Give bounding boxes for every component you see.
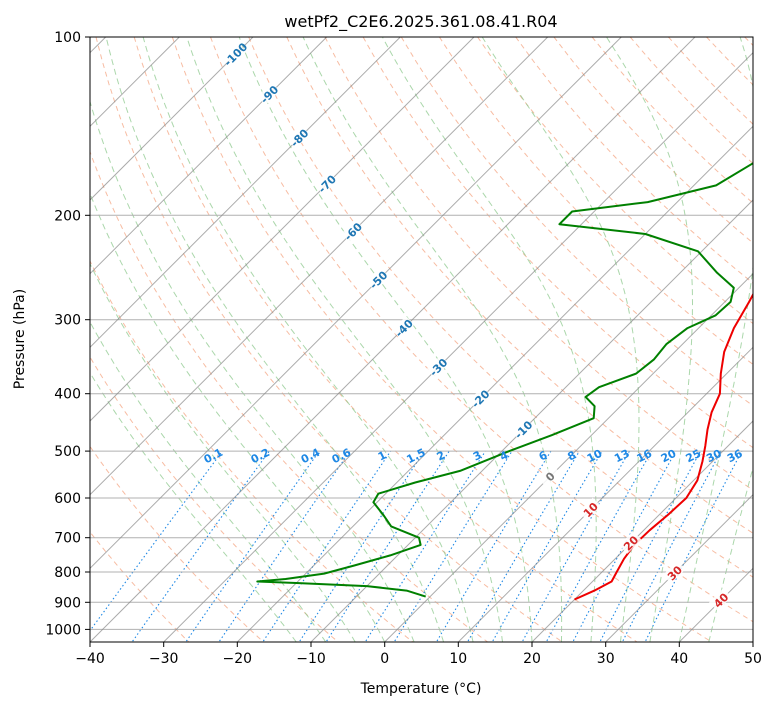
isotherm-line bbox=[163, 51, 753, 642]
x-tick-label: 10 bbox=[449, 651, 467, 667]
isotherm-line bbox=[90, 37, 475, 422]
mixing-ratio-line bbox=[621, 450, 722, 642]
plot-frame bbox=[89, 36, 754, 643]
moist-adiabat bbox=[238, 37, 533, 642]
mixing-ratio-line bbox=[262, 450, 392, 642]
x-axis-label: Temperature (°C) bbox=[360, 681, 482, 697]
isotherm-line bbox=[384, 272, 753, 642]
isotherm-label-bg bbox=[618, 531, 642, 554]
isotherm-label-bg bbox=[538, 464, 561, 488]
mixing-ratio-lines bbox=[90, 450, 743, 642]
dry-adiabat bbox=[286, 37, 753, 534]
y-tick-label: 400 bbox=[54, 387, 81, 403]
isotherm-line bbox=[90, 37, 549, 496]
mixing-ratio-label: 30 bbox=[704, 447, 724, 466]
x-tick-label: 50 bbox=[744, 651, 762, 667]
moist-adiabat bbox=[142, 37, 474, 642]
isotherm-line bbox=[90, 37, 328, 275]
y-tick-label: 700 bbox=[54, 531, 81, 547]
y-tick-label: 1000 bbox=[45, 622, 81, 638]
mixing-ratio-label: 13 bbox=[612, 447, 632, 466]
isotherm-label-bg bbox=[287, 125, 311, 149]
dry-adiabat bbox=[438, 37, 753, 366]
mixing-ratio-label: 10 bbox=[585, 447, 605, 466]
isotherms bbox=[90, 37, 753, 642]
y-axis-label: Pressure (hPa) bbox=[12, 289, 28, 389]
isotherm-label-bg bbox=[708, 588, 732, 611]
x-tick-label: −30 bbox=[149, 651, 179, 667]
x-tick-label: −40 bbox=[75, 651, 105, 667]
y-tick-label: 300 bbox=[54, 313, 81, 329]
isotherm-line bbox=[90, 37, 254, 201]
mixing-ratio-line bbox=[599, 450, 701, 642]
isotherm-line bbox=[310, 199, 753, 642]
isotherm-label-bg bbox=[662, 560, 686, 584]
isotherm-line bbox=[90, 37, 622, 570]
isotherm-label-bg bbox=[578, 497, 602, 521]
y-tick-label: 200 bbox=[54, 208, 81, 224]
x-tick-label: 0 bbox=[380, 651, 389, 667]
isotherm-label-bg bbox=[223, 42, 247, 66]
plot-area: 0.1 0.2 0.4 0.6 1 1.5 2 3 4 6 8 10 13 16 20 25 30 36 -100… bbox=[90, 37, 753, 642]
moist-adiabat bbox=[90, 371, 297, 642]
moist-adiabat bbox=[381, 37, 597, 642]
mixing-ratio-line bbox=[325, 450, 450, 642]
mixing-ratio-line bbox=[466, 450, 580, 642]
mixing-ratio-line bbox=[131, 450, 270, 642]
isotherm-line bbox=[605, 493, 753, 642]
x-tick-label: −10 bbox=[296, 651, 326, 667]
x-tick-label: −20 bbox=[223, 651, 253, 667]
isotherm-label-bg bbox=[426, 355, 450, 378]
isotherm-line bbox=[236, 125, 753, 642]
isotherm-line bbox=[90, 37, 696, 642]
y-axis-ticks: 100 200 300 400 500 600 700 800 900 1000 bbox=[45, 30, 90, 638]
x-tick-label: 40 bbox=[670, 651, 688, 667]
isotherm-label-bg bbox=[341, 219, 364, 243]
mixing-ratio-label: 25 bbox=[684, 447, 704, 466]
mixing-ratio-line bbox=[218, 450, 351, 642]
moist-adiabat bbox=[678, 37, 753, 642]
y-tick-label: 800 bbox=[54, 565, 81, 581]
isotherm-line bbox=[457, 346, 753, 642]
y-tick-label: 500 bbox=[54, 444, 81, 460]
mixing-ratio-line bbox=[393, 450, 513, 642]
y-tick-label: 900 bbox=[54, 595, 81, 611]
mixing-ratio-line bbox=[572, 450, 677, 642]
mixing-ratio-label: 36 bbox=[725, 447, 745, 466]
moist-adiabat bbox=[302, 37, 563, 642]
dry-adiabat bbox=[477, 37, 753, 325]
moist-adiabat bbox=[90, 321, 327, 642]
mixing-ratio-line bbox=[90, 450, 223, 632]
isotherm-label-bg bbox=[366, 267, 390, 291]
isotherm-label-bg bbox=[315, 171, 338, 195]
moist-adiabat bbox=[481, 37, 640, 642]
mixing-ratio-line bbox=[298, 450, 425, 642]
moist-adiabats bbox=[90, 37, 753, 642]
isotherm-label-bg bbox=[511, 417, 535, 441]
isotherm-label-bg bbox=[468, 386, 492, 410]
moist-adiabat bbox=[90, 192, 386, 642]
x-tick-label: 20 bbox=[523, 651, 541, 667]
y-tick-label: 100 bbox=[54, 30, 81, 46]
y-tick-label: 600 bbox=[54, 491, 81, 507]
moist-adiabat bbox=[90, 262, 356, 642]
isotherm-label-bg bbox=[391, 316, 415, 339]
mixing-ratio-label: 20 bbox=[659, 447, 679, 466]
dewpoint-line bbox=[256, 162, 753, 598]
moist-adiabat bbox=[606, 37, 693, 642]
dry-adiabat bbox=[248, 37, 753, 578]
isotherm-label-bg bbox=[257, 82, 280, 106]
chart-title: wetPf2_C2E6.2025.361.08.41.R04 bbox=[284, 12, 557, 32]
mixing-ratio-label: 16 bbox=[635, 447, 655, 466]
x-tick-label: 30 bbox=[597, 651, 615, 667]
mixing-ratio-line bbox=[185, 450, 320, 642]
x-axis-ticks: −40 −30 −20 −10 0 10 20 30 40 50 bbox=[75, 642, 762, 667]
dry-adiabat bbox=[400, 37, 753, 407]
moist-adiabat bbox=[105, 37, 445, 642]
moist-adiabat bbox=[186, 37, 503, 642]
